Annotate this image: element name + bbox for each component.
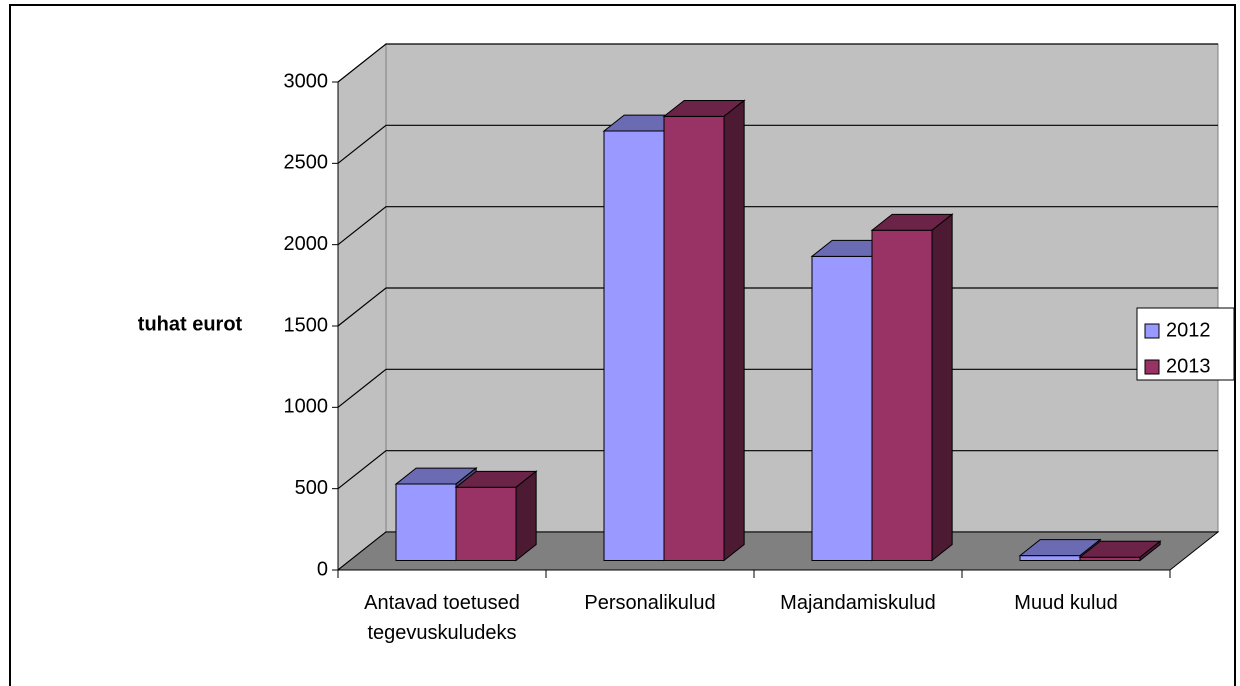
x-tick-label: Antavad toetused tegevuskuludeks [364,592,520,644]
bar [662,99,746,562]
y-tick-label: 2500 [284,152,329,174]
y-tick-label: 2000 [284,233,329,255]
y-axis-label: tuhat eurot [138,313,243,335]
bar-face [603,130,665,561]
legend-label: 2012 [1166,319,1211,341]
bar-face [395,483,457,561]
x-tick-label: Personalikulud [584,592,716,614]
y-tick-label: 500 [295,477,328,499]
bar-face [515,470,537,562]
bar-face [663,115,725,561]
y-tick-label: 1500 [284,314,329,336]
legend-label: 2013 [1166,355,1211,377]
x-tick-label: Muud kulud [1014,592,1118,614]
y-tick-label: 0 [317,558,328,580]
grid-line [337,124,1218,164]
bar-face [811,255,873,561]
bar [454,470,538,562]
bar-face [455,486,517,561]
bar-face [1019,555,1081,561]
bar [1078,540,1162,562]
legend-swatch [1144,359,1160,375]
bar-face [1139,540,1161,562]
grid-line [337,206,1218,246]
bar-face [871,229,933,561]
y-tick-label: 3000 [284,70,329,92]
grid-line [337,43,1218,83]
bar-face [931,213,953,562]
bar-face [723,99,745,562]
x-tick-label: Majandamiskulud [780,592,936,614]
legend-swatch [1144,323,1160,339]
y-tick-label: 1000 [284,396,329,418]
bar [870,213,954,562]
